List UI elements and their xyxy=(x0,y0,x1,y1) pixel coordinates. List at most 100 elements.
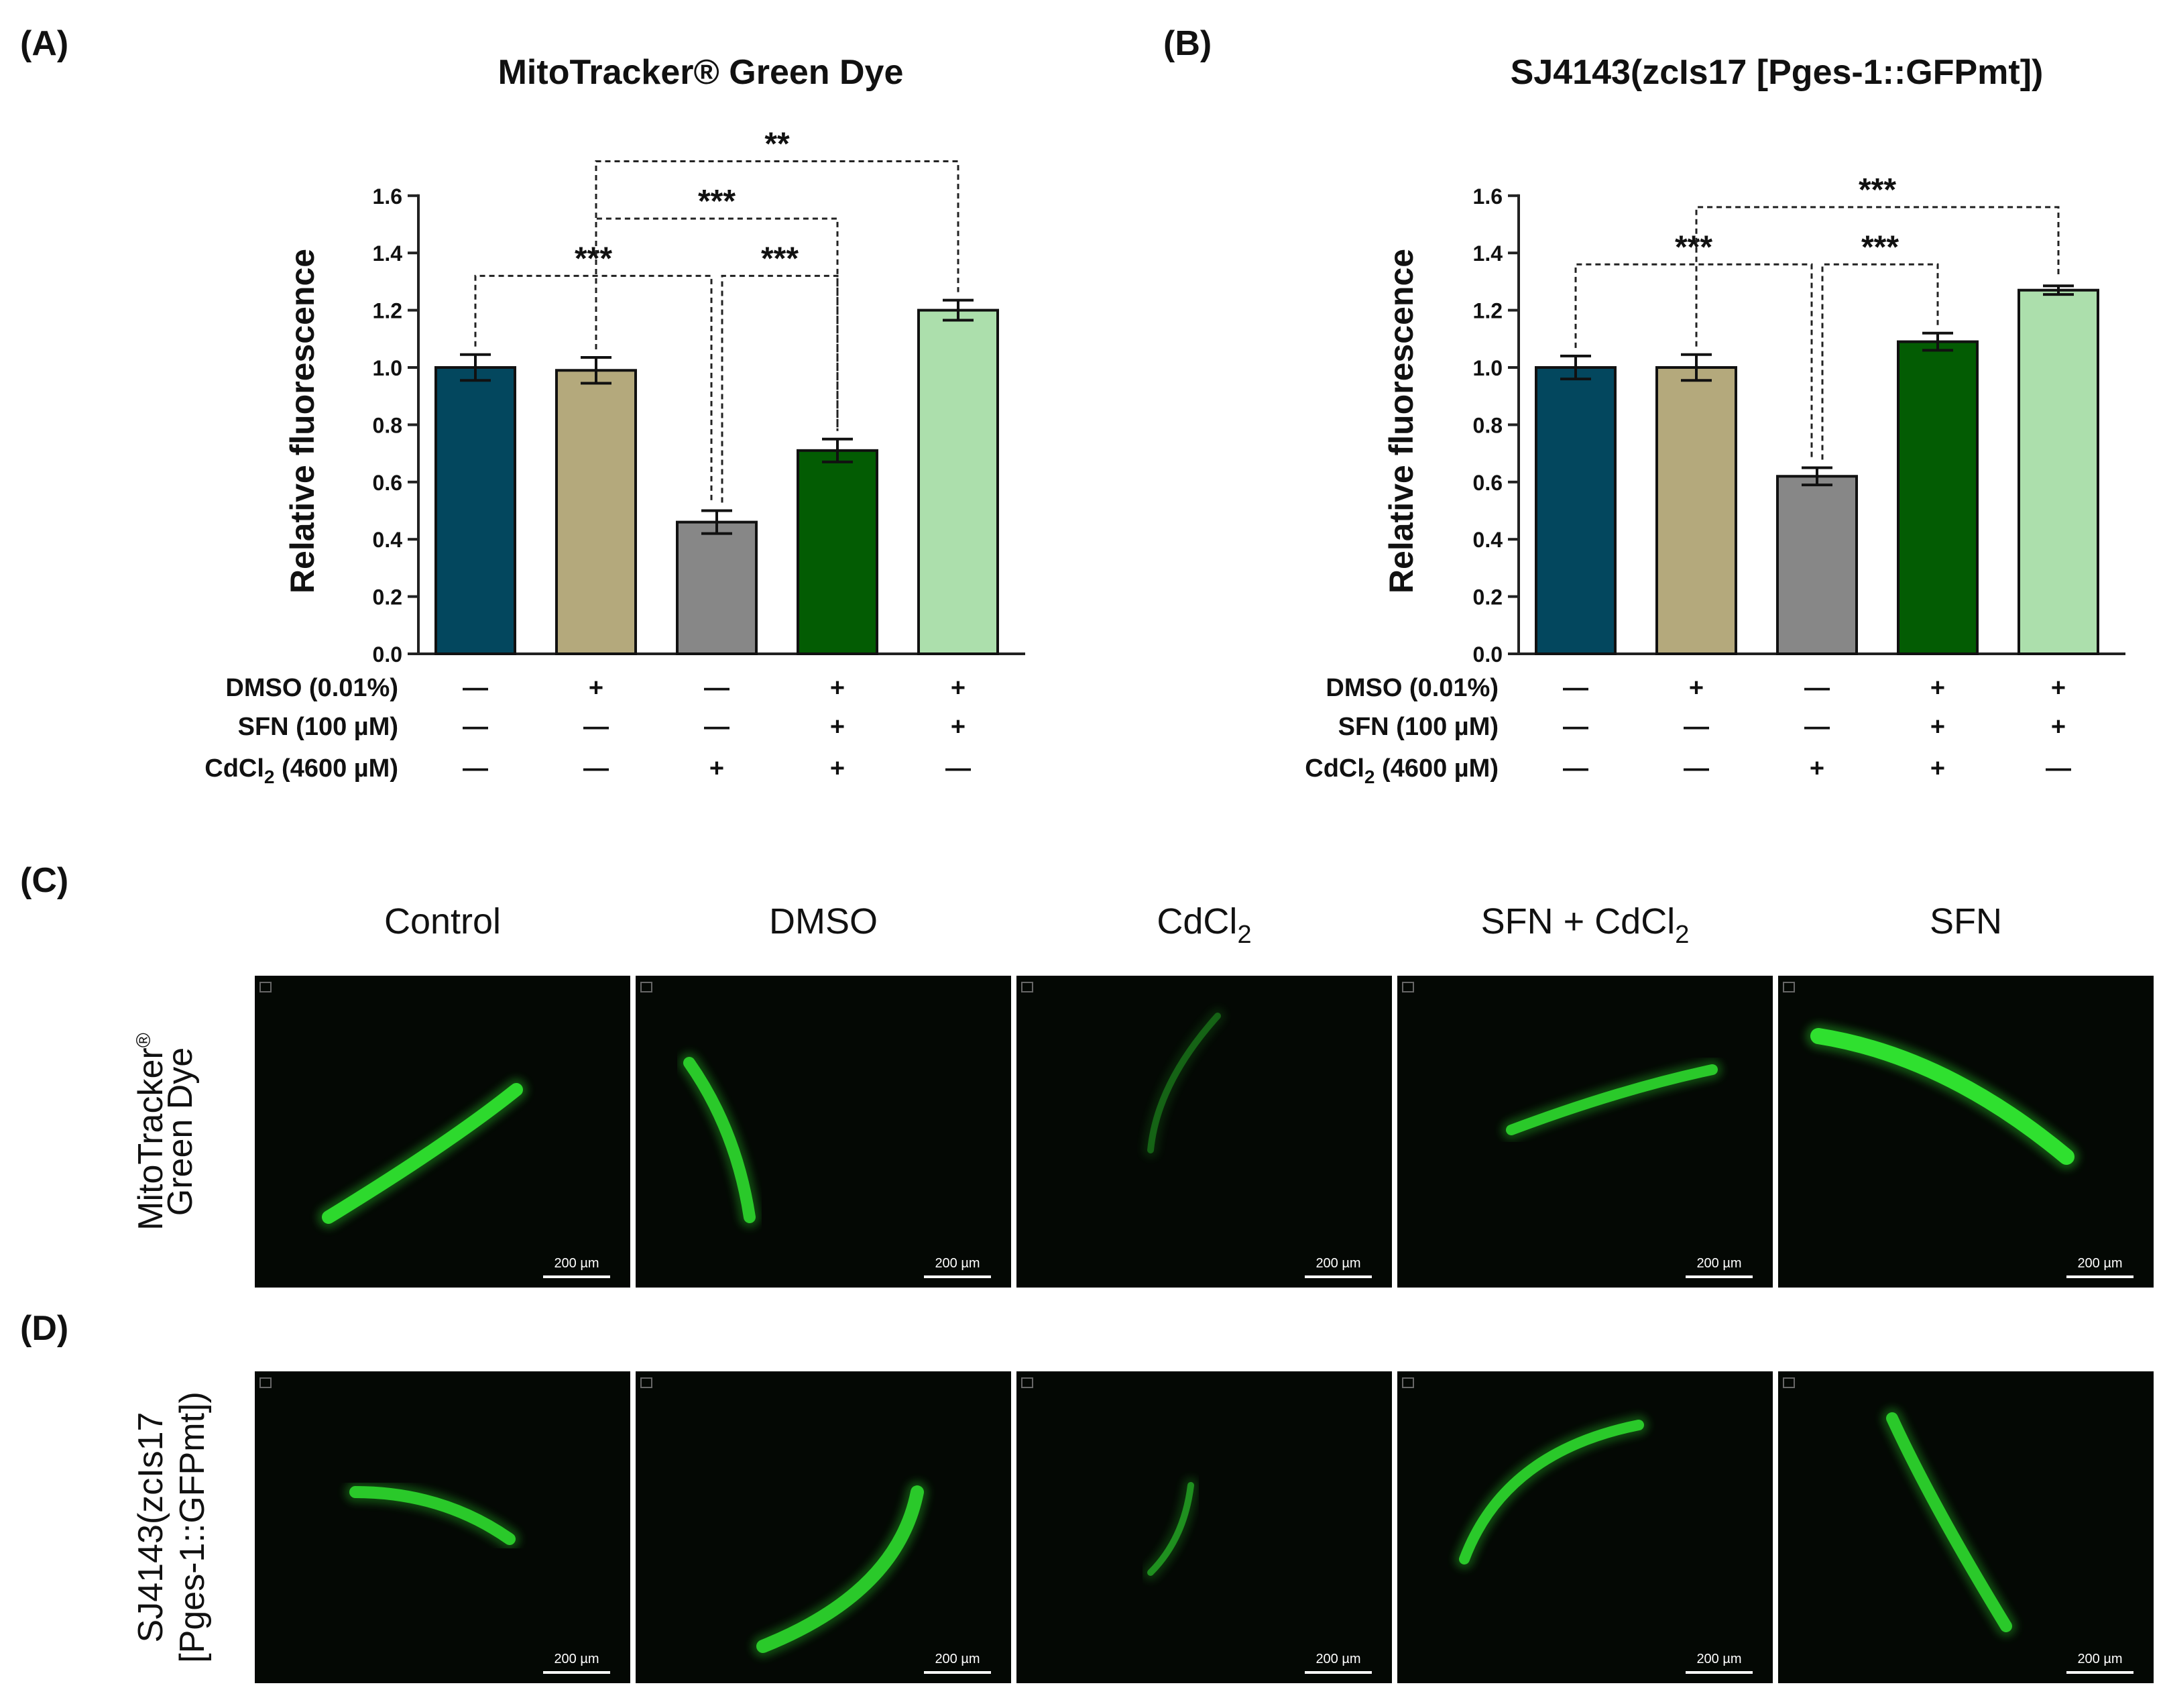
scale-bar-label: 200 µm xyxy=(935,1256,980,1271)
chart-a-y-axis-label: Relative fluorescence xyxy=(284,249,321,593)
worm xyxy=(322,1083,523,1224)
treatment-label: DMSO (0.01%) xyxy=(1326,674,1499,702)
bar xyxy=(2018,288,2099,655)
treatment-sign: — xyxy=(463,674,488,702)
worm xyxy=(1886,1412,2012,1632)
worm xyxy=(349,1486,516,1545)
scale-bar-label: 200 µm xyxy=(1316,1256,1360,1271)
y-tick-label: 0.6 xyxy=(373,471,402,495)
scale-bar-label: 200 µm xyxy=(2077,1652,2122,1666)
y-tick-label: 1.2 xyxy=(1473,299,1503,323)
treatment-sign: — xyxy=(583,713,609,741)
micrograph-cell: 200 µm xyxy=(255,976,630,1288)
scale-bar-label: 200 µm xyxy=(554,1256,599,1271)
treatment-label: DMSO (0.01%) xyxy=(225,674,398,702)
y-tick-label: 1.2 xyxy=(373,299,402,323)
corner-marker xyxy=(1402,1377,1414,1388)
row-label: SJ4143(zcIs17[Pges-1::GFPmt]) xyxy=(131,1391,212,1663)
panel-label-c: (C) xyxy=(20,861,68,900)
treatment-sign: — xyxy=(1563,713,1588,741)
chart-a-treatment-labels: DMSO (0.01%) — + — + + SFN (100 µM) — — — + + CdCl2 … xyxy=(204,674,971,787)
panel-label-b: (B) xyxy=(1163,24,1212,63)
bar xyxy=(1897,340,1979,655)
corner-marker xyxy=(1783,982,1795,992)
treatment-sign: + xyxy=(589,674,603,702)
treatment-sign: + xyxy=(1930,754,1945,783)
treatment-sign: + xyxy=(830,713,845,741)
bar xyxy=(555,369,637,656)
treatment-sign: — xyxy=(463,754,488,783)
bar xyxy=(676,520,758,656)
treatment-sign: + xyxy=(1930,713,1945,741)
significance-bracket xyxy=(1821,263,1939,460)
micrograph-background xyxy=(255,1371,630,1683)
y-tick-label: 0.2 xyxy=(1473,585,1503,610)
corner-marker xyxy=(1783,1377,1795,1388)
significance-bracket xyxy=(474,274,713,503)
worm xyxy=(1810,1028,2074,1165)
y-tick-label: 1.4 xyxy=(1473,241,1503,266)
treatment-sign: — xyxy=(1804,713,1830,741)
treatment-sign: + xyxy=(1689,674,1704,702)
bar xyxy=(1535,366,1617,655)
worm xyxy=(1147,1013,1221,1153)
treatment-sign: + xyxy=(830,754,845,783)
treatment-sign: + xyxy=(2051,674,2066,702)
column-label: CdCl2 xyxy=(1157,901,1251,949)
scale-bar-label: 200 µm xyxy=(554,1652,599,1666)
y-tick-label: 0.6 xyxy=(1473,471,1503,495)
significance-label: *** xyxy=(1675,229,1712,265)
worm xyxy=(1459,1420,1644,1564)
chart-a: (A) MitoTracker® Green Dye Relative fluo… xyxy=(20,24,1025,787)
significance-label: ** xyxy=(764,127,790,162)
scale-bar-label: 200 µm xyxy=(1696,1256,1741,1271)
treatment-sign: — xyxy=(583,754,609,783)
column-label: SFN + CdCl2 xyxy=(1481,901,1690,949)
significance-bracket xyxy=(721,274,839,503)
treatment-label: SFN (100 µM) xyxy=(238,713,398,741)
micrograph-background xyxy=(1778,1371,2154,1683)
treatment-label: SFN (100 µM) xyxy=(1338,713,1499,741)
y-tick-label: 0.4 xyxy=(1473,528,1503,552)
treatment-sign: + xyxy=(951,713,966,741)
y-tick-label: 0.8 xyxy=(373,413,402,437)
chart-b-y-axis-label: Relative fluorescence xyxy=(1383,249,1420,593)
y-tick-label: 0.0 xyxy=(373,642,402,667)
significance-label: *** xyxy=(761,241,799,276)
bar xyxy=(917,308,999,656)
bar xyxy=(1655,366,1737,655)
corner-marker xyxy=(259,982,272,992)
chart-b-marks: 0.0 0.2 0.4 0.6 0.8 1.0 1.2 1.4 1.6 *** *** *** xyxy=(1473,172,2125,667)
micrograph-background xyxy=(1397,976,1773,1288)
column-label: DMSO xyxy=(769,901,878,942)
scale-bar-label: 200 µm xyxy=(1316,1652,1360,1666)
corner-marker xyxy=(1402,982,1414,992)
treatment-sign: + xyxy=(1810,754,1824,783)
treatment-sign: — xyxy=(2046,754,2071,783)
micrograph-cell: 200 µm xyxy=(1778,1371,2154,1683)
treatment-sign: — xyxy=(1563,754,1588,783)
treatment-sign: + xyxy=(1930,674,1945,702)
worm xyxy=(1147,1482,1194,1576)
column-label: SFN xyxy=(1930,901,2002,942)
bar xyxy=(1776,475,1858,655)
scale-bar-label: 200 µm xyxy=(1696,1652,1741,1666)
treatment-sign: — xyxy=(945,754,971,783)
micrograph-background xyxy=(1778,976,2154,1288)
significance-label: *** xyxy=(1859,172,1896,208)
row-label: MitoTracker®Green Dye xyxy=(131,1033,200,1231)
chart-b-treatment-labels: DMSO (0.01%) — + — + + SFN (100 µM) — — — + + CdCl2 … xyxy=(1305,674,2071,787)
treatment-sign: — xyxy=(1563,674,1588,702)
bar xyxy=(797,449,878,656)
significance-bracket xyxy=(1574,263,1813,460)
bar xyxy=(434,366,516,655)
micrograph-background xyxy=(636,976,1011,1288)
corner-marker xyxy=(1021,982,1033,992)
micrograph-cell: 200 µm xyxy=(1397,976,1773,1288)
worm-glow xyxy=(1143,1008,1226,1158)
scale-bar-label: 200 µm xyxy=(2077,1256,2122,1271)
micrograph-cell: 200 µm xyxy=(636,976,1011,1288)
y-tick-label: 1.6 xyxy=(1473,184,1503,209)
panel-label-a: (A) xyxy=(20,24,68,63)
treatment-sign: — xyxy=(1804,674,1830,702)
